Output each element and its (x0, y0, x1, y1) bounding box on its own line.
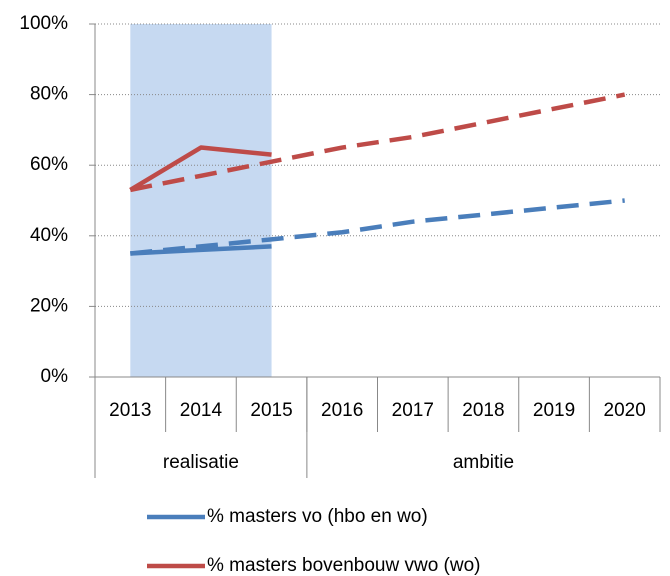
x-tick-label: 2015 (250, 400, 292, 421)
realisation-line (130, 244, 272, 256)
x-tick-label: 2017 (392, 400, 434, 421)
y-tick-label: 60% (30, 154, 68, 175)
group-label: realisatie (163, 452, 239, 473)
highlight-band (130, 24, 272, 377)
y-tick-label: 40% (30, 225, 68, 246)
legend-label: % masters bovenbouw vwo (wo) (207, 555, 481, 576)
x-tick-label: 2020 (604, 400, 646, 421)
ambition-line (129, 92, 626, 193)
ambition-line (130, 198, 625, 256)
x-tick-label: 2018 (462, 400, 504, 421)
x-tick-label: 2019 (533, 400, 575, 421)
x-tick-label: 2014 (180, 400, 223, 421)
y-tick-label: 80% (30, 84, 68, 105)
x-tick-label: 2013 (109, 400, 151, 421)
realisation-line (129, 145, 272, 192)
y-tick-label: 100% (19, 13, 68, 34)
x-tick-label: 2016 (321, 400, 363, 421)
group-label: ambitie (453, 452, 514, 473)
y-tick-label: 0% (41, 366, 69, 387)
y-tick-label: 20% (30, 295, 68, 316)
legend-label: % masters vo (hbo en wo) (207, 506, 428, 527)
